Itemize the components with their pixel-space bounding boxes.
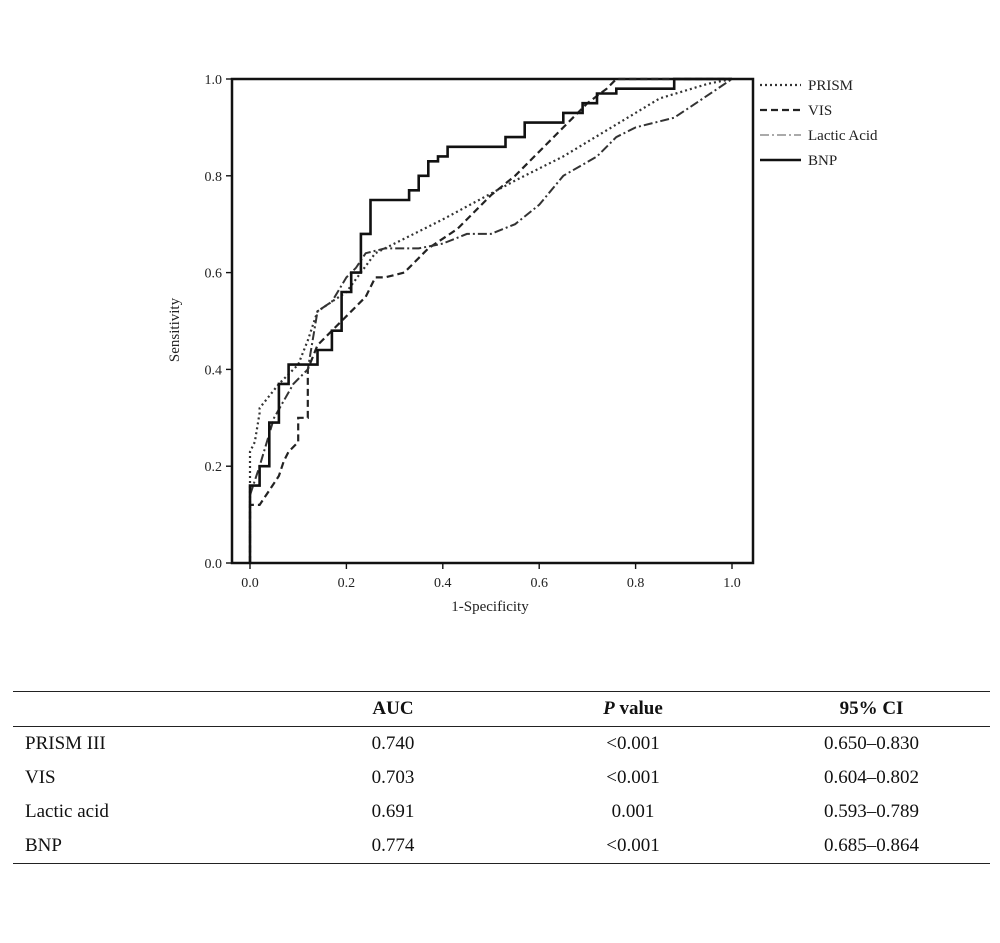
legend-item: BNP [760,153,837,169]
row-label: BNP [25,835,62,856]
y-axis-ticks: 0.0 0.2 0.4 0.6 0.8 1.0 [205,73,232,572]
legend-item: PRISM [760,78,853,94]
header-label [13,692,273,727]
x-tick-label: 0.2 [338,576,356,591]
x-tick-label: 0.8 [627,576,645,591]
row-auc: 0.740 [371,733,415,754]
row-auc: 0.703 [371,767,415,788]
header-ci: 95% CI [839,698,904,719]
legend: PRISM VIS Lactic Acid BNP [760,78,878,169]
table-row: VIS 0.703 <0.001 0.604–0.802 [13,761,990,795]
x-tick-label: 0.6 [530,576,548,591]
series-line-prism [248,77,733,563]
y-tick-label: 0.8 [205,170,223,185]
table-row: Lactic acid 0.691 0.001 0.593–0.789 [13,795,990,829]
row-ci: 0.593–0.789 [824,801,919,822]
series-line-vis [248,77,732,563]
y-tick-label: 0.0 [205,557,223,572]
row-p-value: <0.001 [606,767,660,788]
legend-label: Lactic Acid [808,128,878,144]
results-table: AUC P value 95% CI PRISM III 0.740 <0.00… [13,691,990,864]
legend-label: VIS [808,103,832,119]
header-p-value: P value [513,692,753,727]
header-row: AUC P value 95% CI [13,691,990,727]
plot-frame [230,77,755,565]
header-auc: AUC [372,698,414,719]
plot-area [230,77,755,565]
y-tick-label: 0.2 [205,460,223,475]
x-axis-ticks: 0.0 0.2 0.4 0.6 0.8 1.0 [241,563,741,591]
row-p-value: 0.001 [611,801,655,822]
series-line-lactic-acid [249,78,733,563]
row-auc: 0.774 [371,835,415,856]
results-table-header: AUC P value 95% CI [13,691,990,727]
row-ci: 0.650–0.830 [824,733,919,754]
row-ci: 0.604–0.802 [824,767,919,788]
results-table-wrap: AUC P value 95% CI PRISM III 0.740 <0.00… [13,691,990,864]
row-label: PRISM III [25,733,106,754]
series-group [248,77,733,563]
row-auc: 0.691 [371,801,415,822]
results-table-body: PRISM III 0.740 <0.001 0.650–0.830 VIS 0… [13,727,990,864]
y-tick-label: 0.6 [205,267,223,282]
legend-item: Lactic Acid [760,128,878,144]
y-tick-label: 1.0 [205,73,223,88]
x-tick-label: 1.0 [723,576,741,591]
row-label: Lactic acid [25,801,109,822]
row-p-value: <0.001 [606,835,660,856]
legend-label: PRISM [808,78,853,94]
y-tick-label: 0.4 [205,363,223,378]
header-p-italic: P [603,698,615,719]
x-tick-label: 0.0 [241,576,259,591]
series-line-bnp [248,77,732,563]
y-axis-title: Sensitivity [167,297,183,362]
legend-label: BNP [808,153,837,169]
header-p-rest: value [614,698,663,719]
x-tick-label: 0.4 [434,576,452,591]
row-label: VIS [25,767,56,788]
row-ci: 0.685–0.864 [824,835,919,856]
table-row: PRISM III 0.740 <0.001 0.650–0.830 [13,727,990,762]
roc-chart: 0.0 0.2 0.4 0.6 0.8 1.0 0.0 0.2 0.4 0.6 0.8 1.0 1-… [167,73,878,615]
x-axis-title: 1-Specificity [451,599,529,615]
table-row: BNP 0.774 <0.001 0.685–0.864 [13,829,990,864]
legend-item: VIS [760,103,832,119]
row-p-value: <0.001 [606,733,660,754]
